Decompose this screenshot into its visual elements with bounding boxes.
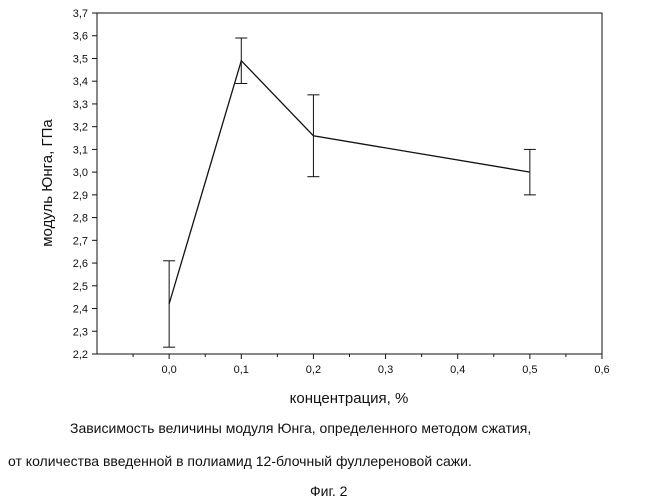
- y-tick-label: 2,3: [73, 326, 88, 338]
- y-axis-ticks: 2,2 2,3 2,4 2,5 2,6 2,7 2,8 2,9 3,0 3,1 3,2 3,3 3,4 3…: [73, 8, 97, 361]
- error-bar: [524, 149, 536, 194]
- y-tick-label: 3,1: [73, 144, 88, 156]
- error-bar: [307, 95, 319, 177]
- y-tick-label: 3,2: [73, 122, 88, 134]
- y-tick-label: 2,5: [73, 281, 88, 293]
- y-tick-label: 3,3: [73, 99, 88, 111]
- y-tick-label: 2,6: [73, 258, 88, 270]
- x-tick-label: 0,2: [306, 364, 321, 376]
- data-series: [163, 38, 536, 347]
- y-tick-label: 3,6: [73, 31, 88, 43]
- y-tick-label: 2,2: [73, 349, 88, 361]
- y-tick-label: 3,0: [73, 167, 88, 179]
- y-tick-label: 2,8: [73, 213, 88, 225]
- y-tick-label: 2,4: [73, 304, 88, 316]
- y-tick-label: 2,7: [73, 235, 88, 247]
- x-axis-title: концентрация, %: [290, 390, 409, 407]
- y-tick-label: 3,5: [73, 53, 88, 65]
- x-axis-ticks: 0,0 0,1 0,2 0,3 0,4 0,5 0,6: [133, 354, 610, 376]
- y-tick-label: 2,9: [73, 190, 88, 202]
- figure-caption-line-2: от количества введенной в полиамид 12-бл…: [8, 448, 472, 474]
- figure-caption-line-1: Зависимость величины модуля Юнга, опреде…: [70, 415, 531, 441]
- x-tick-label: 0,0: [161, 364, 176, 376]
- x-tick-label: 0,6: [594, 364, 609, 376]
- x-tick-label: 0,4: [450, 364, 465, 376]
- series-line: [169, 61, 530, 304]
- figure-label: Фиг. 2: [310, 478, 347, 504]
- y-axis-title: модуль Юнга, ГПа: [39, 119, 56, 247]
- x-tick-label: 0,5: [522, 364, 537, 376]
- y-tick-label: 3,4: [73, 76, 88, 88]
- x-tick-label: 0,1: [234, 364, 249, 376]
- y-tick-label: 3,7: [73, 8, 88, 20]
- plot-frame: [97, 13, 602, 354]
- x-tick-label: 0,3: [378, 364, 393, 376]
- youngs-modulus-chart: 0,0 0,1 0,2 0,3 0,4 0,5 0,6 2,2 2,3 2,4 2,5 2,6 2,7…: [0, 0, 665, 410]
- error-bar: [163, 261, 175, 347]
